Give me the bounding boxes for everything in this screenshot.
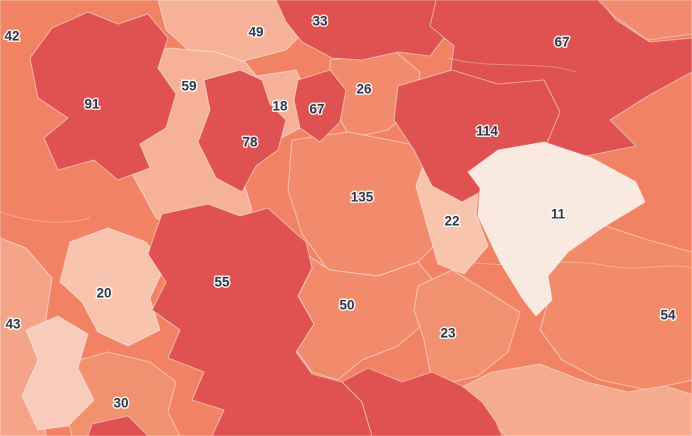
region-label-54: 54 (660, 308, 676, 323)
region-label-22: 22 (444, 214, 459, 229)
region-label-20: 20 (96, 286, 111, 301)
region-label-30: 30 (113, 396, 128, 411)
patch-top-right-corner[interactable] (597, 0, 692, 41)
region-20[interactable] (59, 227, 165, 347)
region-67-small[interactable] (293, 69, 347, 143)
patch-bottom-dark-blob[interactable] (341, 367, 503, 436)
region-labels-layer: 42 91 49 59 33 18 67 26 67 114 78 135 22 11 55 20 50 23 54… (3, 12, 678, 412)
faint-boundary-line (447, 57, 577, 73)
region-label-43: 43 (5, 317, 21, 332)
region-label-33: 33 (312, 14, 328, 29)
region-label-11: 11 (551, 207, 566, 222)
region-label-67: 67 (554, 35, 569, 50)
region-label-23: 23 (440, 326, 456, 341)
region-135[interactable] (287, 131, 459, 277)
region-label-50: 50 (339, 298, 354, 313)
region-label-91: 91 (84, 97, 100, 112)
region-label-18: 18 (272, 99, 288, 114)
faint-boundary-line (469, 261, 692, 269)
region-label-114: 114 (476, 124, 498, 139)
region-label-42: 42 (4, 29, 19, 44)
region-23[interactable] (413, 269, 521, 383)
region-label-135: 135 (351, 190, 374, 205)
patch-bottom-edge-dark-blob[interactable] (87, 415, 149, 436)
patch-43-light[interactable] (21, 315, 95, 431)
faint-boundary-line (0, 211, 91, 223)
region-78[interactable] (197, 69, 287, 193)
region-label-49: 49 (248, 25, 263, 40)
region-91[interactable] (29, 11, 177, 181)
region-label-26: 26 (356, 82, 372, 97)
region-11[interactable] (467, 141, 646, 317)
region-label-67: 67 (309, 102, 324, 117)
region-label-55: 55 (214, 275, 230, 290)
region-label-78: 78 (242, 135, 258, 150)
region-label-59: 59 (181, 79, 196, 94)
